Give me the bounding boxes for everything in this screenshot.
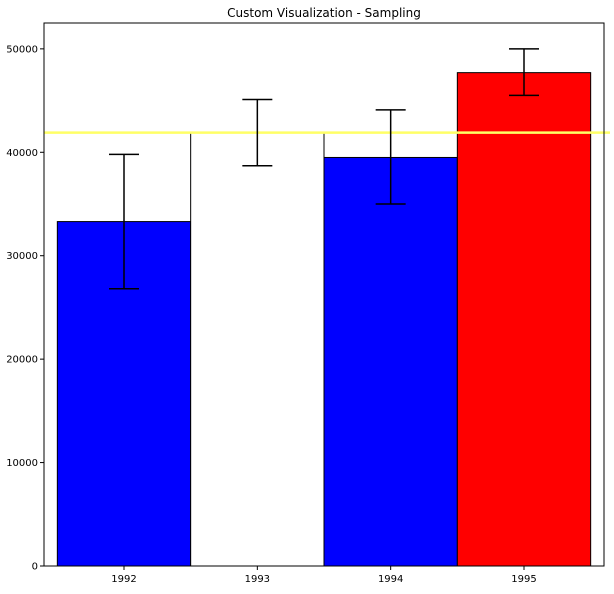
chart-title: Custom Visualization - Sampling [227,6,421,20]
y-tick-label-0: 0 [32,562,38,573]
plot-area: 0 10000 20000 30000 40000 50000 1992 1993 1994 19… [6,22,610,585]
plot-frame [43,22,605,567]
y-tick-label-20000: 20000 [6,355,38,366]
x-tick-label-1992: 1992 [111,574,136,585]
x-tick-label-1995: 1995 [511,574,536,585]
x-tick-label-1993: 1993 [245,574,270,585]
bar-1994 [323,156,458,567]
y-tick-label-30000: 30000 [6,251,38,262]
y-tick-label-50000: 50000 [6,44,38,55]
bar-1993 [190,132,325,567]
y-tick-label-10000: 10000 [6,458,38,469]
bar-1995 [456,72,592,567]
y-tick-label-40000: 40000 [6,148,38,159]
x-tick-label-1994: 1994 [378,574,403,585]
